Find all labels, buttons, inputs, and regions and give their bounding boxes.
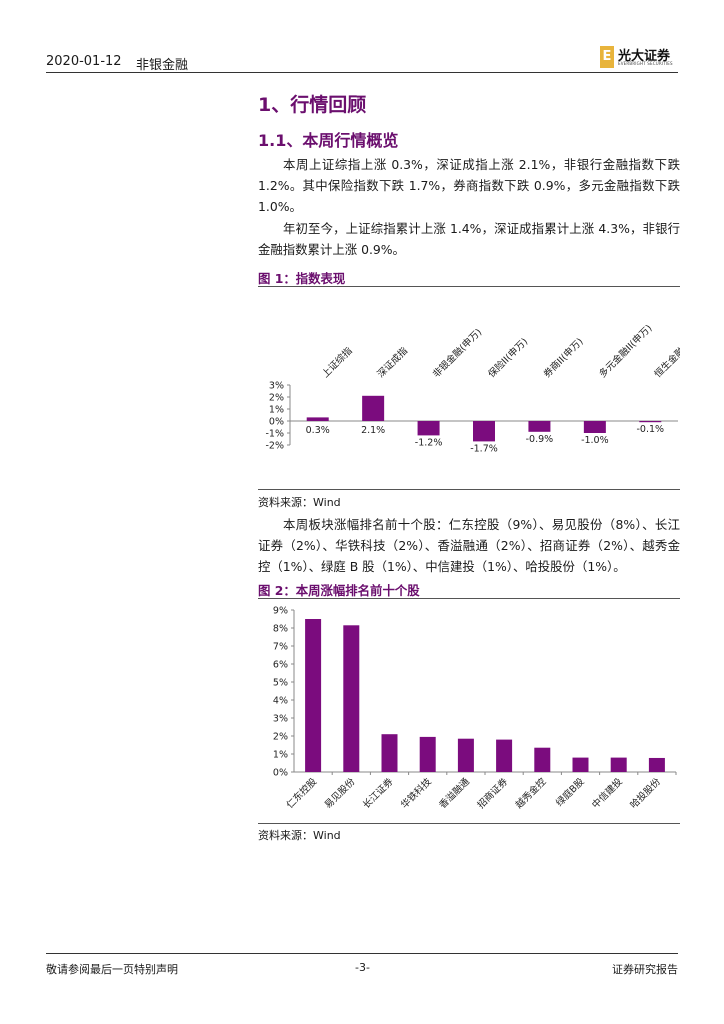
header-divider <box>46 72 678 73</box>
bar <box>457 738 474 772</box>
y-tick-label: 0% <box>269 417 284 428</box>
category-label: 易见股份 <box>322 775 358 811</box>
category-label: 多元金融II(申万) <box>596 322 654 380</box>
paragraph-weekly-summary: 本周上证综指上涨 0.3%，深证成指上涨 2.1%，非银行金融指数下跌 1.2%… <box>258 157 680 214</box>
category-label: 越秀金控 <box>513 775 549 811</box>
data-label: -1.2% <box>415 437 443 448</box>
category-label: 哈投股份 <box>628 775 664 811</box>
y-tick-label: 3% <box>269 381 284 392</box>
category-label: 非银金融(申万) <box>430 326 484 380</box>
category-label: 长江证券 <box>360 775 396 811</box>
category-label: 绿庭B股 <box>553 775 587 809</box>
y-tick-label: 4% <box>273 696 288 707</box>
category-label: 招商证券 <box>475 775 511 811</box>
category-label: 中信建投 <box>589 775 625 811</box>
bar <box>381 734 398 772</box>
figure1-bottom-rule <box>258 489 680 490</box>
y-tick-label: 2% <box>269 393 284 404</box>
category-label: 仁东控股 <box>284 775 320 811</box>
figure1-title: 图 1：指数表现 <box>258 271 346 286</box>
figure2-source: 资料来源：Wind <box>258 829 341 842</box>
data-label: 2.1% <box>361 425 385 436</box>
company-logo: E 光大证券 EVERBRIGHT SECURITIES <box>600 46 680 70</box>
y-tick-label: -2% <box>266 441 285 452</box>
y-tick-label: 6% <box>273 660 288 671</box>
bar <box>610 757 627 772</box>
figure2-title: 图 2：本周涨幅排名前十个股 <box>258 583 420 598</box>
bar <box>648 757 665 772</box>
index-performance-chart: 3%2%1%0%-1%-2% 0.3% 上证综指 2.1% 深证成指 -1.2% 非银金融(… <box>266 322 681 454</box>
y-tick-label: 2% <box>273 732 288 743</box>
header-date: 2020-01-12 <box>46 54 122 69</box>
y-tick-label: 1% <box>273 750 288 761</box>
bar <box>572 757 589 772</box>
subsection-title: 1.1、本周行情概览 <box>258 131 399 150</box>
category-label: 华铁科技 <box>398 775 434 811</box>
bar <box>473 421 495 442</box>
y-tick-label: 1% <box>269 405 284 416</box>
y-tick-label: 8% <box>273 624 288 635</box>
bar <box>343 625 360 772</box>
bar <box>417 421 440 436</box>
page-number: -3- <box>355 961 370 974</box>
category-label: 上证综指 <box>319 344 355 380</box>
section-title: 1、行情回顾 <box>258 94 367 116</box>
paragraph-ytd-summary: 年初至今，上证综指累计上涨 1.4%，深证成指累计上涨 4.3%，非银行金融指数… <box>258 221 680 257</box>
footer-disclaimer: 敬请参阅最后一页特别声明 <box>46 963 178 976</box>
header-sector: 非银金融 <box>136 58 189 73</box>
footer-divider <box>46 953 678 954</box>
data-label: 0.3% <box>306 425 330 436</box>
category-label: 保险II(申万) <box>486 336 531 381</box>
y-tick-label: 9% <box>273 606 288 617</box>
y-tick-label: 0% <box>273 768 288 779</box>
figure2-bottom-rule <box>258 823 680 824</box>
top-stocks-chart: 9% 8% 7% 6% 5% 4% 3% 2% 1% 0%仁东控股 易见股份 长江证券 华铁科技 香溢融通… <box>273 606 677 811</box>
category-label: 券商II(申万) <box>541 336 586 381</box>
data-label: -1.0% <box>581 435 609 446</box>
category-label: 深证成指 <box>375 344 411 380</box>
figure1-top-rule <box>258 286 680 287</box>
category-label: 恒生金融业 <box>652 338 680 380</box>
logo-mark: E <box>600 46 614 68</box>
logo-subtext: EVERBRIGHT SECURITIES <box>618 61 673 66</box>
bar <box>305 619 322 772</box>
category-label: 香溢融通 <box>437 775 473 811</box>
y-tick-label: 5% <box>273 678 288 689</box>
bar <box>362 395 385 421</box>
y-tick-label: 3% <box>273 714 288 725</box>
bar <box>534 747 551 772</box>
figure1-source: 资料来源：Wind <box>258 496 341 509</box>
figure2-top-rule <box>258 598 680 599</box>
data-label: -0.1% <box>636 424 664 435</box>
data-label: -0.9% <box>526 434 554 445</box>
y-tick-label: 7% <box>273 642 288 653</box>
bar <box>306 417 329 421</box>
bar <box>419 736 436 772</box>
footer-report-type: 证券研究报告 <box>612 963 678 976</box>
bar <box>639 421 662 423</box>
y-tick-label: -1% <box>266 429 285 440</box>
bar <box>583 421 606 433</box>
data-label: -1.7% <box>470 443 498 454</box>
paragraph-top-stocks: 本周板块涨幅排名前十个股：仁东控股（9%）、易见股份（8%）、长江证券（2%）、… <box>258 517 680 574</box>
bar <box>496 739 513 772</box>
logo-text: 光大证券 <box>618 49 671 64</box>
bar <box>528 421 551 432</box>
